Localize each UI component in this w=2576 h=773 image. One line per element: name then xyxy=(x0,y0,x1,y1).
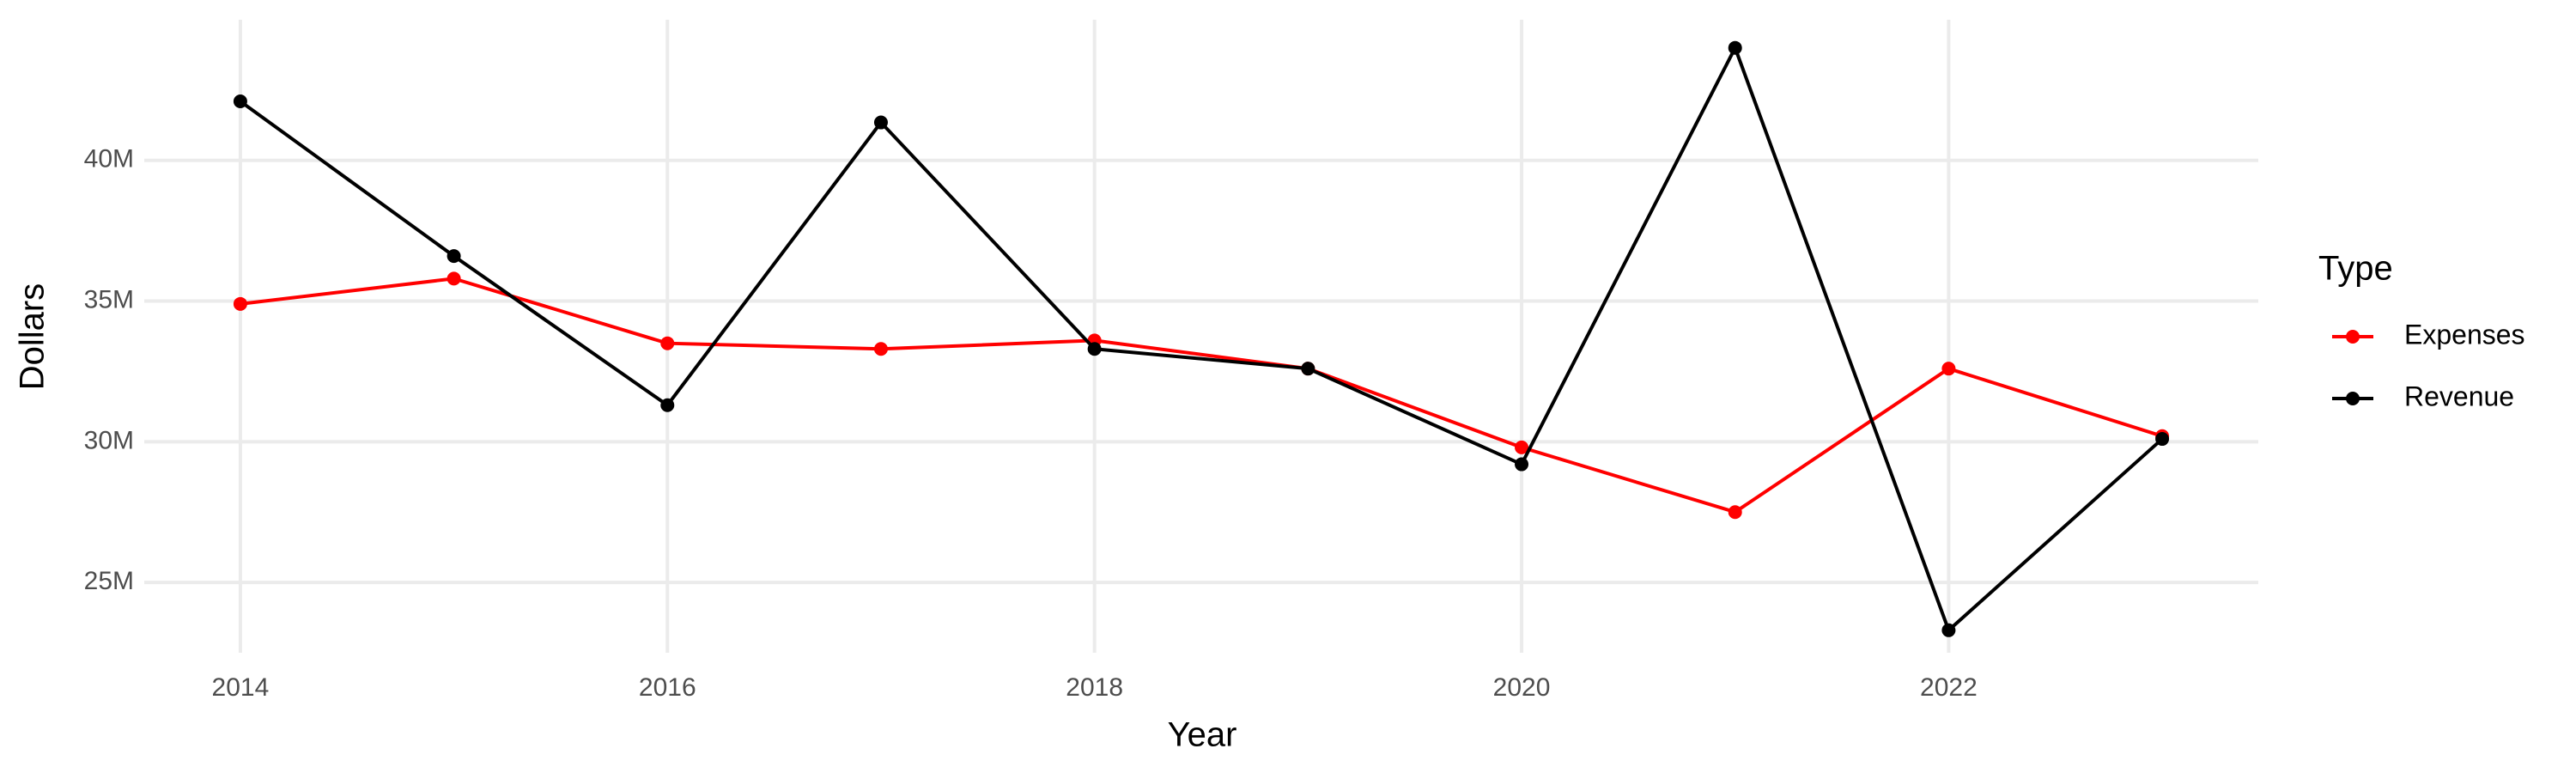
data-point xyxy=(1728,40,1742,55)
data-point xyxy=(1301,362,1315,376)
data-point xyxy=(1087,342,1102,356)
data-point xyxy=(660,398,675,412)
legend-label: Revenue xyxy=(2404,380,2514,411)
x-tick-label: 2014 xyxy=(212,673,270,702)
data-point xyxy=(1515,457,1529,472)
y-tick-label: 35M xyxy=(84,285,134,313)
x-tick-label: 2020 xyxy=(1493,673,1551,702)
y-tick-label: 30M xyxy=(84,426,134,454)
data-point xyxy=(447,271,461,286)
data-point xyxy=(2155,432,2170,447)
data-point xyxy=(233,94,247,108)
data-point xyxy=(1515,440,1529,454)
data-point xyxy=(233,296,247,311)
data-point xyxy=(873,342,888,356)
x-tick-label: 2018 xyxy=(1066,673,1123,702)
data-point xyxy=(1941,623,1956,637)
legend-label: Expenses xyxy=(2404,319,2525,350)
data-point xyxy=(1728,505,1742,520)
legend-marker xyxy=(2346,392,2360,405)
x-axis-title: Year xyxy=(1168,716,1237,754)
legend-marker xyxy=(2346,330,2360,344)
series-line xyxy=(240,277,2163,514)
y-axis-title: Dollars xyxy=(14,283,52,390)
legend-title: Type xyxy=(2318,250,2393,288)
y-tick-label: 40M xyxy=(84,145,134,173)
x-tick-label: 2016 xyxy=(639,673,696,702)
y-tick-label: 25M xyxy=(84,567,134,595)
data-point xyxy=(1941,362,1956,376)
data-point xyxy=(873,115,888,130)
x-tick-label: 2022 xyxy=(1920,673,1978,702)
series-line xyxy=(239,43,2164,634)
data-point xyxy=(660,336,675,350)
data-point xyxy=(447,249,461,264)
